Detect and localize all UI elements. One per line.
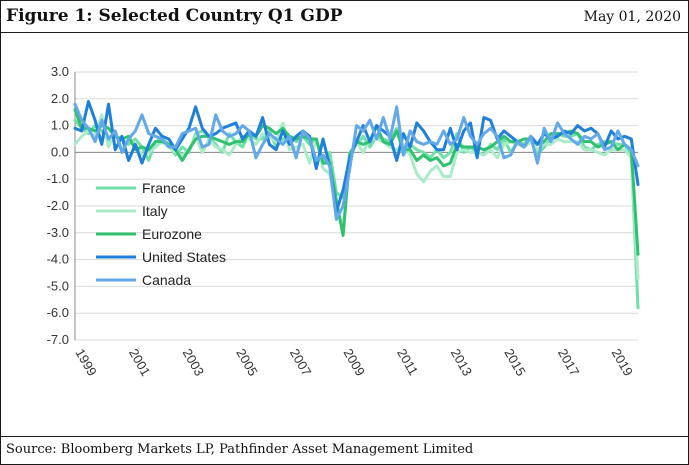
footer-rule — [0, 436, 689, 437]
y-tick-label: -4.0 — [47, 252, 69, 267]
y-tick-label: -5.0 — [47, 278, 69, 293]
y-tick-label: 2.0 — [51, 91, 69, 106]
x-tick-label: 2001 — [126, 346, 153, 379]
figure-date: May 01, 2020 — [583, 9, 681, 25]
x-tick-label: 2011 — [394, 346, 421, 378]
legend-label: France — [142, 180, 186, 196]
legend-label: Canada — [142, 272, 191, 288]
x-tick-label: 2019 — [609, 346, 636, 379]
legend-label: Italy — [142, 203, 168, 219]
x-tick-label: 2015 — [501, 346, 528, 379]
figure-title: Figure 1: Selected Country Q1 GDP — [6, 6, 343, 26]
legend-label: Eurozone — [142, 226, 202, 242]
y-tick-label: 3.0 — [51, 64, 69, 79]
y-tick-label: -1.0 — [47, 171, 69, 186]
y-tick-label: -3.0 — [47, 225, 69, 240]
y-tick-label: -2.0 — [47, 198, 69, 213]
series-line-canada — [73, 102, 640, 221]
y-tick-label: -6.0 — [47, 305, 69, 320]
y-tick-label: 0.0 — [51, 144, 69, 159]
x-tick-label: 2005 — [233, 346, 260, 379]
legend-label: United States — [142, 249, 226, 265]
x-tick-label: 2017 — [555, 346, 582, 379]
x-tick-label: 2003 — [180, 346, 207, 379]
x-tick-label: 1999 — [72, 346, 99, 379]
x-tick-label: 2007 — [287, 346, 314, 379]
x-tick-label: 2013 — [448, 346, 475, 379]
y-tick-label: 1.0 — [51, 118, 69, 133]
header-rule — [0, 32, 689, 33]
x-tick-label: 2009 — [340, 346, 367, 379]
source-note: Source: Bloomberg Markets LP, Pathfinder… — [6, 442, 474, 457]
y-tick-label: -7.0 — [47, 332, 69, 347]
